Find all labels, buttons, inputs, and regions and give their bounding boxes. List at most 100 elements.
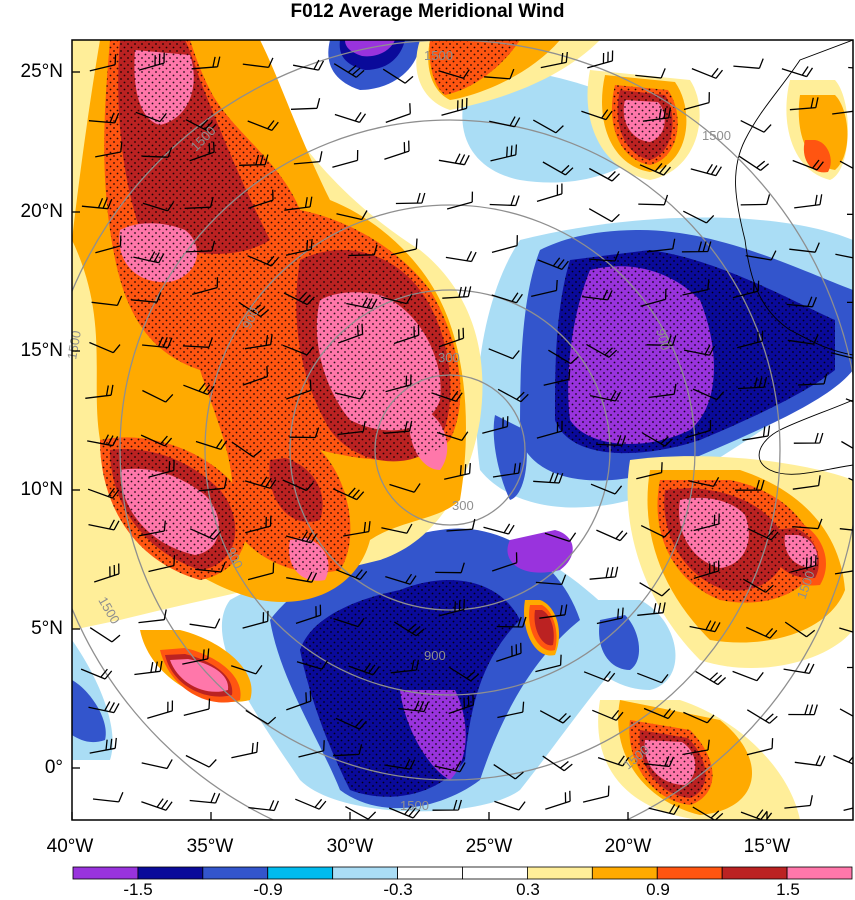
wind-barb [88,701,120,714]
wind-barb [794,194,823,209]
wind-barb [639,582,671,597]
wind-barb [742,578,774,593]
wind-barb [685,419,712,439]
wind-barb [542,755,573,772]
wind-barb [539,604,568,619]
wind-barb [746,738,774,756]
wind-barb [834,570,853,575]
wind-barb [133,251,165,264]
wind-barb [395,192,426,205]
wind-barb [182,337,214,348]
wind-barb [238,301,270,318]
wind-barb [292,59,325,71]
stippling [100,40,835,805]
lat-label: 10°N [20,479,63,500]
wind-barb [381,294,413,305]
wind-barb [642,432,673,447]
wind-barb [247,120,279,132]
wind-barb [496,642,522,663]
ring-label: 300 [452,498,474,513]
wind-barb [787,334,819,345]
wind-barb [231,441,262,458]
wind-barb [446,518,476,532]
wind-barb [789,97,819,111]
wind-barb [682,739,710,756]
ring-label: 1500 [400,798,429,813]
wind-barb [589,566,619,580]
wind-barbs [80,50,853,820]
wind-barb [286,379,312,400]
wind-barb [682,279,710,296]
wind-barb [185,240,216,253]
wind-barb [393,621,425,637]
wind-barb [737,330,764,349]
wind-barb [638,194,669,206]
wind-barb [247,562,275,581]
wind-barb [732,670,764,682]
wind-barb [640,525,673,538]
wind-barb [384,140,410,160]
wind-barb [390,238,418,256]
wind-barb [446,191,474,210]
wind-barb [683,92,710,111]
wind-barb [382,68,414,84]
wind-barb [792,475,821,490]
wind-barb [493,764,524,780]
wind-barb [88,112,120,124]
wind-barb [733,58,764,69]
colorbar-label: -1.5 [123,880,153,899]
wind-barb [784,795,813,809]
wind-barb [543,368,571,386]
wind-barb [489,116,521,128]
wind-barb [183,382,215,396]
wind-barb [482,416,509,434]
wind-barb [247,255,279,267]
wind-barb [847,666,853,669]
wind-barb [245,709,277,725]
wind-barb [693,560,720,580]
ring-label: 1500 [424,48,453,63]
wind-barb [91,295,123,307]
wind-barb [436,431,469,442]
wind-barb [489,195,520,207]
lon-label: 40°W [46,836,94,857]
wind-barb [494,800,526,811]
wind-barb [683,344,716,356]
wind-barb [242,57,274,69]
wind-barb [746,626,778,639]
wind-barb [390,659,420,674]
wind-barb [435,562,465,574]
wind-barb [798,373,828,386]
wind-barb [335,717,367,730]
wind-barb [839,160,853,169]
wind-barb [148,459,175,478]
colorbar-swatch [527,866,593,880]
wind-barb [393,324,420,345]
wind-barb [333,63,365,78]
wind-barb [586,343,618,358]
lon-label: 15°W [743,836,791,857]
wind-barb [195,562,226,573]
wind-barb [535,574,567,586]
wind-barb [496,616,527,628]
axis-ticks [71,71,768,820]
wind-barb [80,668,113,680]
wind-barb [596,529,628,542]
wind-barb [793,432,824,444]
wind-barb [786,296,818,308]
wind-barb [286,571,318,583]
wind-barb [689,620,721,633]
wind-barb [138,520,166,537]
lat-label: 5°N [31,618,63,639]
wind-barb [589,251,620,262]
wind-barb [788,704,818,716]
wind-barb [581,109,613,121]
ring-label: 1500 [64,329,84,360]
wind-barb [646,335,677,346]
wind-barb [432,799,463,811]
wind-barb [289,427,320,439]
wind-barb [198,477,228,492]
wind-barb [830,352,853,359]
wind-barb [441,97,468,116]
wind-barb [88,519,120,531]
